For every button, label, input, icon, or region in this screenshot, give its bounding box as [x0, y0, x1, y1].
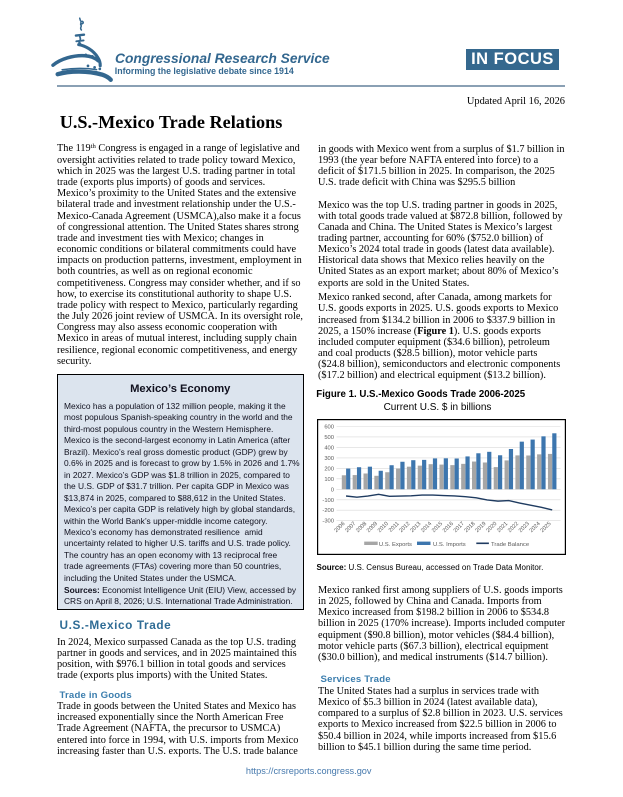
- svg-text:U.S. Imports: U.S. Imports: [433, 542, 466, 548]
- svg-text:200: 200: [324, 466, 334, 472]
- svg-text:-300: -300: [322, 519, 334, 525]
- svg-text:500: 500: [324, 435, 334, 441]
- svg-text:100: 100: [324, 477, 334, 483]
- svg-text:600: 600: [324, 425, 334, 431]
- svg-text:300: 300: [324, 456, 334, 462]
- svg-text:U.S. Exports: U.S. Exports: [378, 542, 411, 548]
- svg-text:0: 0: [330, 487, 333, 493]
- svg-text:-200: -200: [322, 508, 334, 514]
- svg-text:400: 400: [324, 445, 334, 451]
- svg-text:Trade Balance: Trade Balance: [491, 542, 530, 548]
- svg-text:-100: -100: [322, 498, 334, 504]
